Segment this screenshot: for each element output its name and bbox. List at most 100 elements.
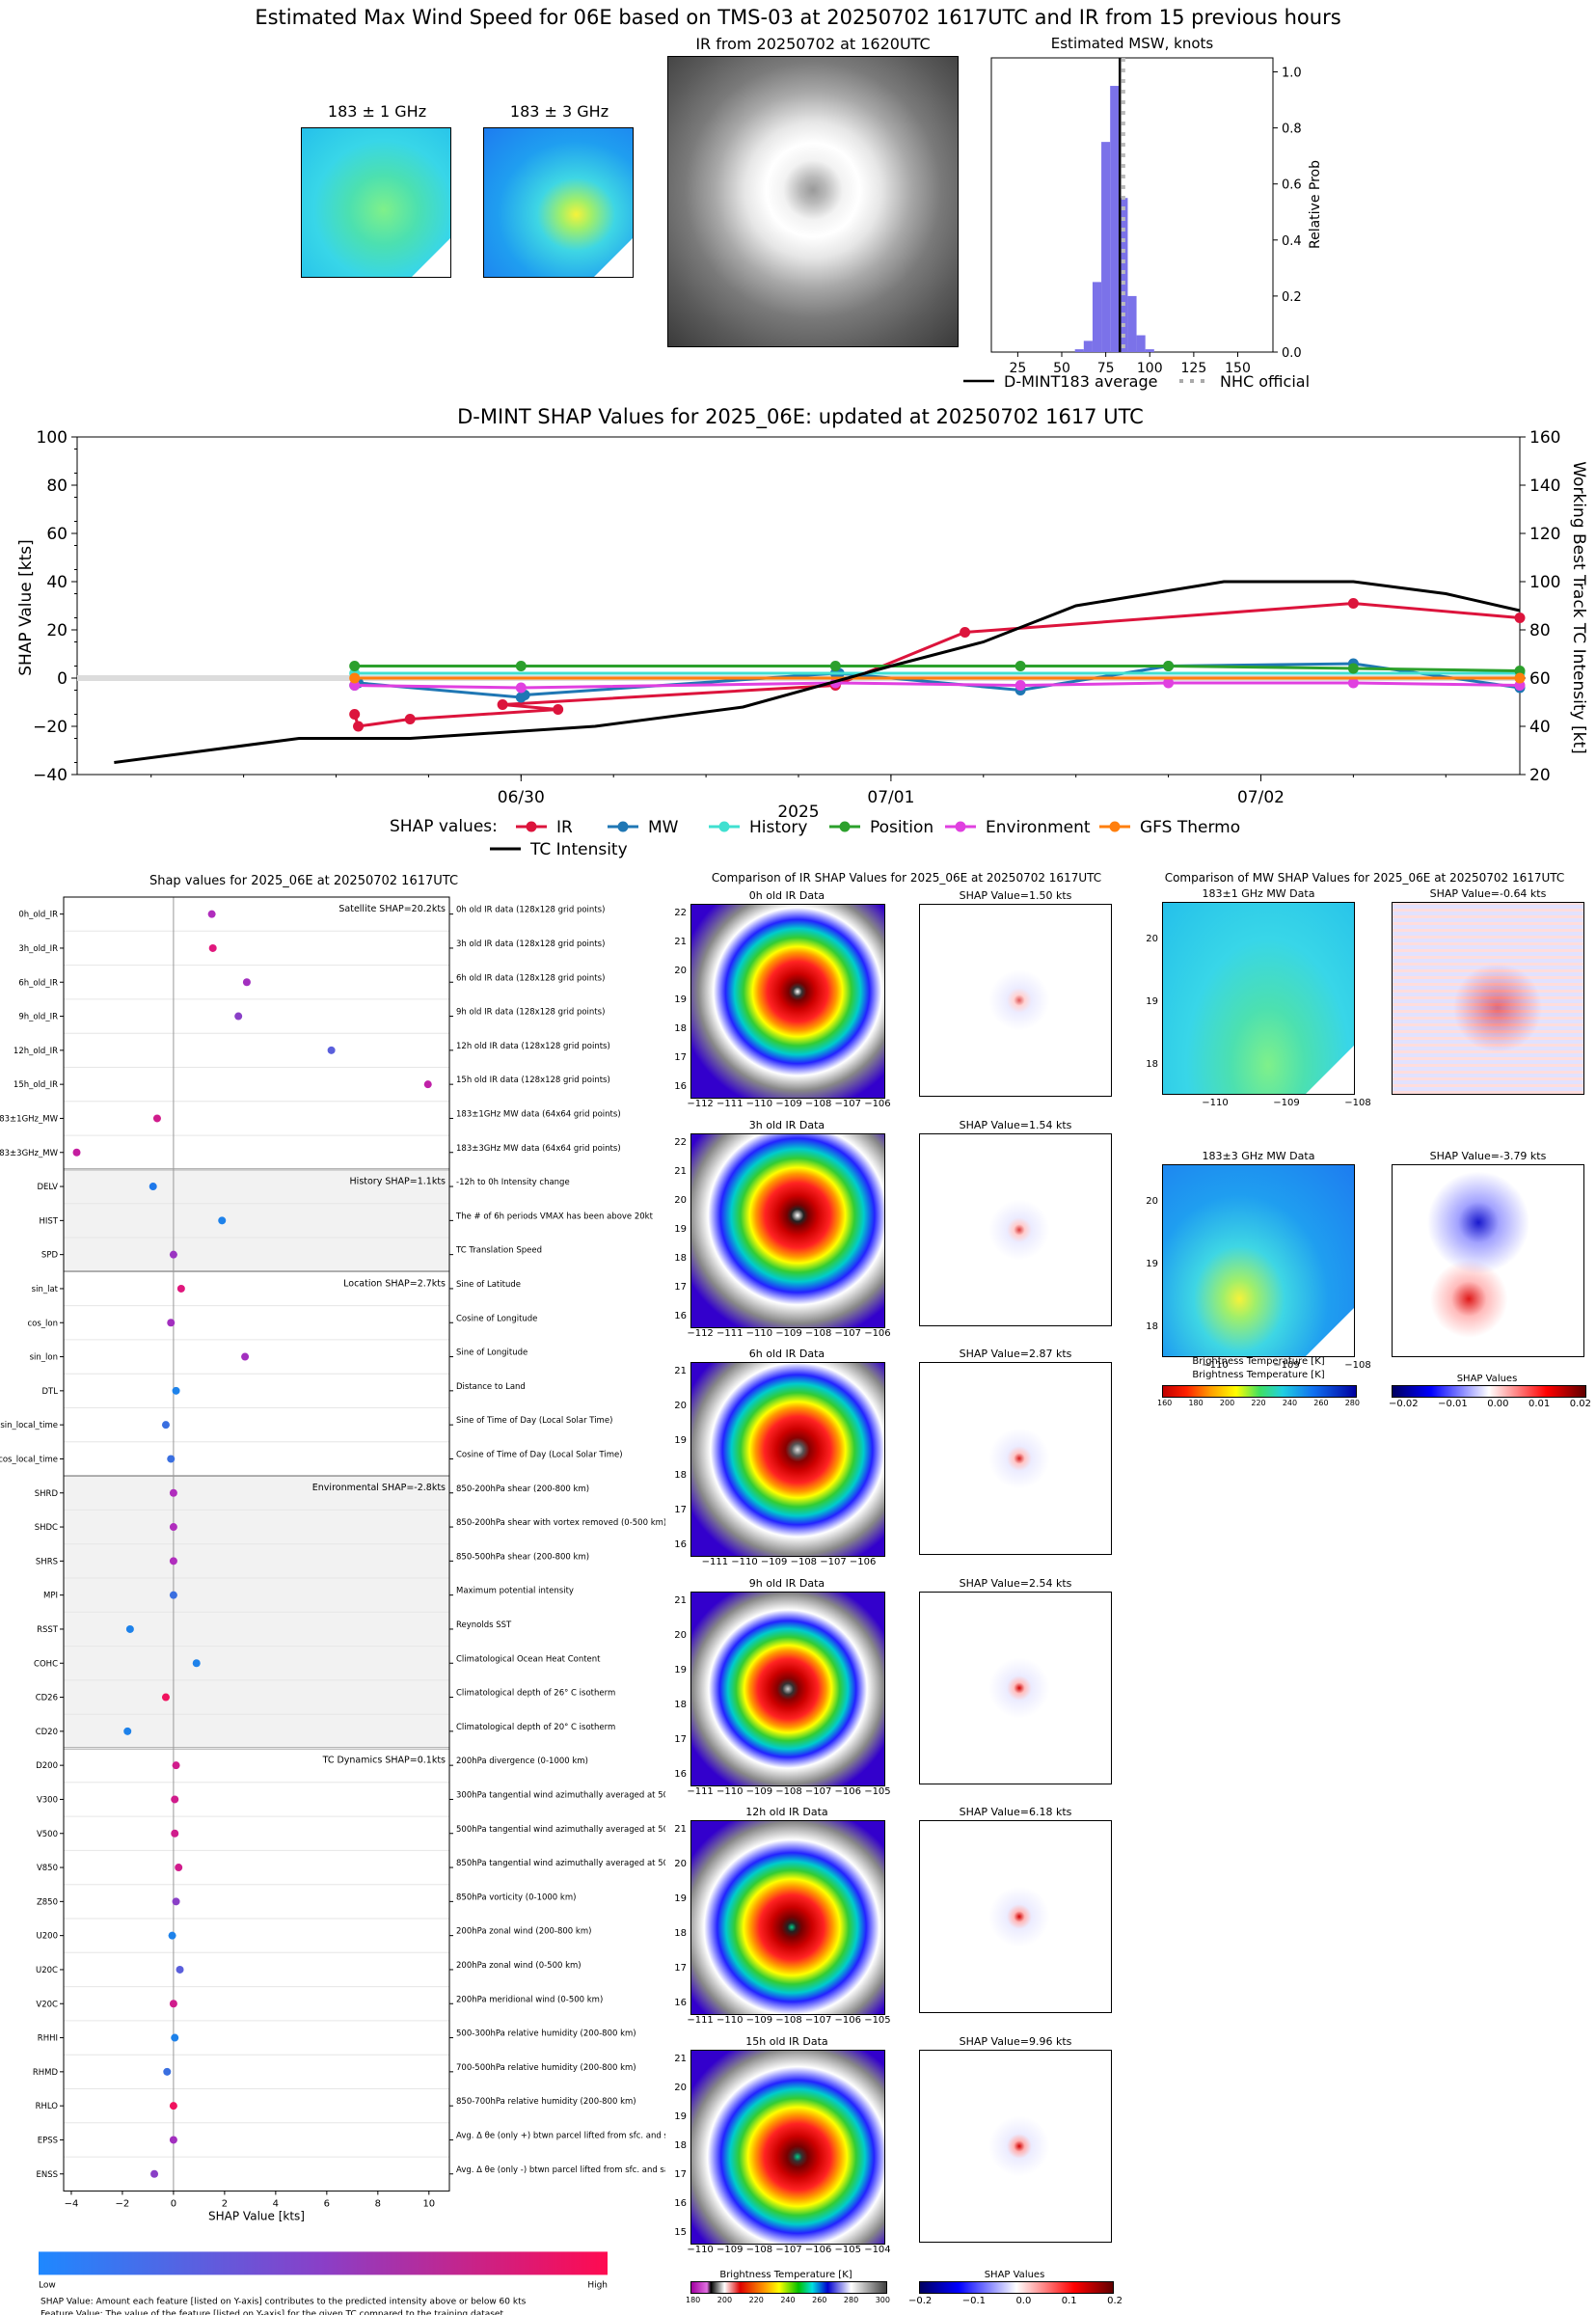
feature-desc: TC Translation Speed [455, 1246, 542, 1256]
mw-cbar1-tick: 160 [1157, 1399, 1173, 1407]
series-point [553, 704, 564, 715]
feature-name: 3h_old_IR [18, 944, 58, 954]
feature-shap-dot [168, 1931, 176, 1940]
feature-name: COHC [34, 1659, 58, 1669]
hist-title: Estimated MSW, knots [1050, 35, 1214, 52]
feature-name: SPD [41, 1251, 59, 1261]
feature-name: 6h_old_IR [18, 978, 58, 988]
ir-panel-ytick: 16 [674, 1081, 687, 1092]
legend-nhc-label: NHC official [1220, 372, 1310, 391]
feat-xtick: −2 [116, 2198, 130, 2209]
feature-desc: Reynolds SST [456, 1620, 512, 1630]
hist-bar [1092, 282, 1102, 352]
feature-desc: Maximum potential intensity [456, 1587, 574, 1596]
ir-panel-image [690, 2050, 885, 2245]
series-point [1514, 613, 1526, 623]
ir-panel-ytick: 21 [674, 1824, 687, 1835]
feature-shap-dot [176, 1965, 184, 1974]
ir-panel-ytick: 21 [674, 937, 687, 947]
ir-cbar2-tick: 0.1 [1061, 2296, 1077, 2306]
feature-shap-dot [169, 1557, 177, 1566]
mw-panel-xtick: −109 [1273, 1098, 1300, 1108]
series-point [353, 721, 365, 732]
feat-xtick: 4 [273, 2198, 279, 2209]
shap-ts-legend: SHAP values: IR MW History Position Environm… [390, 817, 1240, 859]
mw-thumb-1 [301, 127, 451, 278]
ir-panel-ytick: 21 [674, 1366, 687, 1376]
ts-y2tick: 80 [1529, 621, 1551, 640]
feature-shap-dot [218, 1216, 227, 1225]
feature-name: 15h_old_IR [14, 1080, 58, 1090]
ir-panel-ytick: 22 [674, 1137, 687, 1148]
ir-cbar2-tick: 0.2 [1107, 2296, 1123, 2306]
feature-name: V20C [36, 2000, 58, 2009]
ir-cbar2-tick: 0.0 [1015, 2296, 1032, 2306]
hist-ylabel: Relative Prob [1308, 160, 1323, 249]
ts-y2tick: 40 [1529, 718, 1551, 737]
feat-xtick: 0 [171, 2198, 176, 2209]
feature-desc: 6h old IR data (128x128 grid points) [456, 973, 605, 983]
ts-xtick: 06/30 [498, 788, 545, 807]
feature-desc: 0h old IR data (128x128 grid points) [456, 906, 605, 915]
ir-panel-label: 6h old IR Data [748, 1348, 825, 1360]
legend-label: Position [870, 818, 933, 837]
feature-shap-dot [150, 2169, 159, 2178]
feature-shap-dot [152, 1114, 161, 1123]
hist-bar [1110, 86, 1120, 353]
ir-panel-ytick: 18 [674, 2140, 687, 2151]
ir-cbar2-label: SHAP Values [984, 2270, 1045, 2280]
feature-value-colorbar [39, 2251, 608, 2275]
feature-shap-dot [161, 1421, 170, 1430]
mw-shap-label: SHAP Value=-0.64 kts [1429, 887, 1547, 900]
feat-xtick: 6 [324, 2198, 330, 2209]
mw-panel-image [1162, 902, 1355, 1095]
feature-shap-dot [169, 2136, 177, 2144]
mw-shap-map [1392, 1164, 1584, 1357]
mw-shap-label: SHAP Value=-3.79 kts [1429, 1150, 1547, 1162]
mw-thumb-2 [483, 127, 634, 278]
mw-panel-xtick: −108 [1344, 1360, 1371, 1371]
feature-name: 183±1GHz_MW [0, 1114, 59, 1124]
mw-cmp-title: Comparison of MW SHAP Values for 2025_06… [1164, 871, 1565, 885]
mw-label-2: 183 ± 3 GHz [509, 102, 609, 121]
feature-shap-dot [171, 1795, 179, 1804]
ir-panel-ytick: 18 [674, 1253, 687, 1264]
ir-panel-ytick: 17 [674, 1734, 687, 1745]
ir-shap-map [919, 1592, 1112, 1784]
series-point [1347, 598, 1359, 609]
ir-shap-map [919, 2050, 1112, 2243]
group-band [64, 1169, 449, 1272]
mw-nodata-corner [1306, 1308, 1354, 1356]
mw-cbar1-tick: 280 [1344, 1399, 1360, 1407]
feature-name: SHRS [36, 1557, 58, 1566]
feature-desc: 200hPa meridional wind (0-500 km) [456, 1995, 603, 2004]
mw-cbar2-tick: 0.00 [1487, 1399, 1509, 1409]
feature-desc: 183±3GHz MW data (64x64 grid points) [456, 1144, 621, 1154]
ir-panel-ytick: 17 [674, 1282, 687, 1293]
feature-desc: Avg. Δ θe (only -) btwn parcel lifted fr… [456, 2165, 665, 2175]
feature-desc: 850-700hPa relative humidity (200-800 km… [456, 2097, 636, 2107]
feature-name: V850 [37, 1864, 58, 1873]
feature-shap-chart: Satellite SHAP=20.2kts History SHAP=1.1kt… [0, 896, 665, 2315]
feature-shap-dot [123, 1727, 132, 1735]
legend-label: MW [648, 818, 679, 837]
feature-name: cos_local_time [0, 1455, 58, 1464]
series-point [404, 714, 416, 724]
mw-panel-label: 183±1 GHz MW Data [1202, 887, 1315, 900]
feature-desc: 700-500hPa relative humidity (200-800 km… [456, 2063, 636, 2073]
legend-label: Environment [986, 818, 1091, 837]
feature-shap-dot [125, 1624, 134, 1633]
ts-ytick: 80 [46, 477, 68, 496]
ir-cbar1-ticks: 180 200 220 240 260 280 300 [686, 2296, 890, 2304]
series-point [1014, 661, 1026, 671]
hist-bar [1127, 295, 1137, 352]
feature-shap-dot [423, 1080, 432, 1089]
ts-xtick: 07/01 [867, 788, 914, 807]
ir-image [667, 56, 959, 347]
cbar-high-label: High [587, 2280, 608, 2290]
feature-shap-dot [169, 2000, 177, 2008]
series-point [515, 682, 527, 694]
mw-panel-ytick: 19 [1146, 1259, 1158, 1269]
feature-name: V500 [37, 1830, 58, 1839]
ir-panel-ytick: 20 [674, 1630, 687, 1641]
